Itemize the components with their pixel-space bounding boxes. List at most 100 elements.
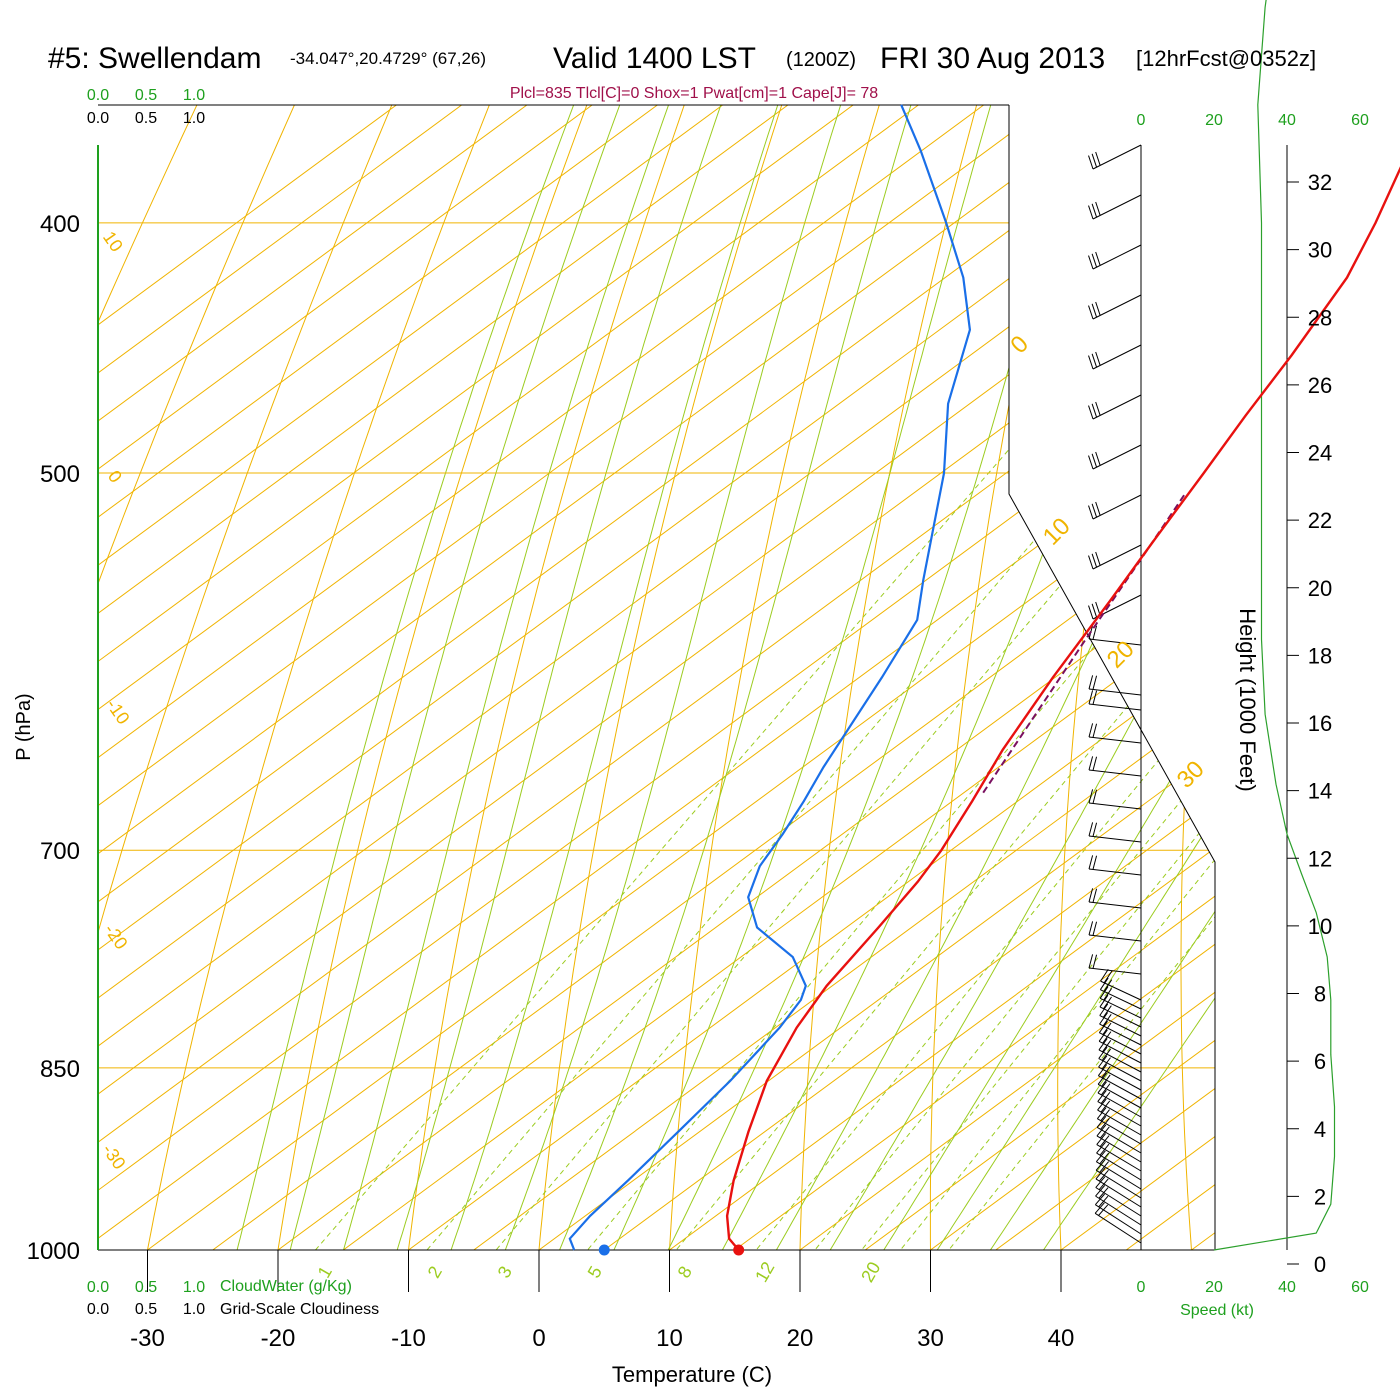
wind-barb-staff (1088, 736, 1142, 744)
wind-barb-feather (1103, 988, 1113, 1001)
wind-barb-feather (1092, 822, 1098, 837)
mixing-ratio-value-label: 12 (751, 1258, 778, 1285)
isotherm-line (98, 105, 1215, 1250)
dry-adiabat-line (269, 105, 772, 1250)
speed-tick-label-top: 60 (1351, 112, 1369, 129)
wind-barb-feather (1088, 355, 1094, 370)
wind-barb-staff (1092, 294, 1142, 320)
wind-barb-feather (1095, 1176, 1106, 1188)
wind-barb-feather (1088, 690, 1094, 705)
isotherm-line (603, 105, 1215, 1250)
wind-barb-feather (1095, 151, 1101, 166)
wind-barb-staff (1092, 244, 1142, 270)
mixing-ratio-line (268, 222, 1208, 1250)
wind-barb-feather (1097, 1072, 1108, 1085)
wind-barb (1097, 1081, 1142, 1118)
wind-barb-feather (1097, 1090, 1107, 1102)
wind-barb-staff (1098, 1040, 1142, 1064)
wind-barb-feather (1103, 970, 1113, 984)
height-tick-label: 2 (1314, 1184, 1326, 1209)
wind-barb-feather (1099, 994, 1109, 1008)
moist-adiabat-line (431, 105, 926, 1250)
wind-barb-feather (1095, 301, 1101, 316)
wind-barb (1088, 723, 1142, 744)
wind-barb-feather (1088, 505, 1094, 520)
dry-adiabat-line (98, 105, 425, 1250)
pressure-tick-label: 700 (40, 838, 80, 865)
mixing-ratio-lines (268, 222, 1215, 1250)
cloudwater-tick-top: 1.0 (183, 87, 205, 104)
wind-barb-feather (1095, 551, 1101, 566)
wind-barb-feather (1095, 1167, 1106, 1180)
wind-barb-feather (1102, 1031, 1112, 1044)
cloudiness-tick-top: 1.0 (183, 110, 205, 127)
cloudiness-axis-label: Grid-Scale Cloudiness (220, 1301, 379, 1318)
moist-adiabat-line (379, 105, 875, 1250)
wind-barb-feather (1092, 690, 1098, 705)
moist-adiabat-line (901, 105, 1215, 1250)
speed-tick-label-top: 0 (1137, 112, 1146, 129)
wind-barb-feather (1095, 201, 1101, 216)
wind-barb-feather (1088, 155, 1094, 170)
wind-barb (1099, 994, 1142, 1028)
wind-barb-feather (1099, 1003, 1109, 1016)
speed-tick-label-bottom: 0 (1137, 1279, 1146, 1296)
wind-barb (1088, 494, 1142, 520)
wind-barb-staff (1092, 544, 1142, 570)
forecast-date: FRI 30 Aug 2013 (880, 42, 1105, 75)
wind-barb (1098, 1029, 1142, 1064)
wind-barb-feather (1096, 1115, 1107, 1128)
wind-barb-staff (1095, 1169, 1142, 1199)
moist-adiabat-line (744, 105, 1215, 1250)
isotherm-line (864, 105, 1215, 1250)
wind-barb-feather (1095, 1185, 1106, 1197)
wind-barb-feather (1098, 1169, 1109, 1182)
dry-adiabat-line (533, 105, 946, 1250)
wind-barb-staff (1092, 194, 1142, 220)
wind-barb-staff (1088, 835, 1142, 843)
wind-barb-feather (1094, 1202, 1105, 1214)
isotherm-line (98, 105, 397, 1250)
wind-barb-feather (1088, 675, 1094, 690)
mixing-ratio-line (856, 222, 1215, 1250)
wind-barb-feather (1100, 1109, 1110, 1122)
wind-barb-feather (1100, 1091, 1111, 1104)
wind-barb-feather (1100, 1117, 1110, 1130)
moist-adiabat-line (797, 105, 1215, 1250)
wind-barb (1088, 954, 1142, 975)
wind-speed-line (1213, 0, 1336, 1251)
wind-barb-staff (1088, 769, 1142, 777)
wind-barb (1095, 1159, 1142, 1199)
isotherm-line (98, 105, 658, 1250)
wind-barb (1096, 1107, 1142, 1145)
wind-barb-feather (1088, 921, 1094, 936)
wind-barb-feather (1092, 625, 1098, 640)
dry-adiabat-line (136, 105, 686, 1250)
isotherm-line (930, 105, 1215, 1250)
isotherm-line (212, 105, 1215, 1250)
temperature-tick-label: -20 (261, 1325, 296, 1352)
wind-barb-feather (1088, 954, 1094, 969)
wind-barb-staff (1100, 980, 1142, 1001)
dry-adiabat-value-label: -10 (102, 695, 133, 728)
height-tick-label: 20 (1308, 576, 1332, 601)
height-tick-label: 16 (1308, 711, 1332, 736)
wind-barb-feather (1088, 789, 1094, 804)
wind-barb-feather (1095, 401, 1101, 416)
isotherm-line (98, 105, 528, 1250)
wind-barb (1099, 986, 1142, 1019)
height-tick-label: 32 (1308, 170, 1332, 195)
wind-barb-staff (1095, 1187, 1142, 1217)
wind-barb-feather (1091, 353, 1098, 368)
wind-barb (1088, 921, 1142, 942)
height-tick-label: 18 (1308, 643, 1332, 668)
isotherm-line (147, 105, 1215, 1250)
wind-barb-feather (1088, 205, 1094, 220)
wind-barb-staff (1099, 1006, 1142, 1028)
wind-barb (1096, 1124, 1142, 1163)
height-axis-title: Height (1000 Feet) (1235, 608, 1260, 791)
wind-barb (1088, 194, 1142, 220)
speed-axis-label: Speed (kt) (1180, 1302, 1254, 1319)
dry-adiabat-lines (98, 105, 1215, 1250)
wind-barb-staff (1088, 703, 1142, 711)
